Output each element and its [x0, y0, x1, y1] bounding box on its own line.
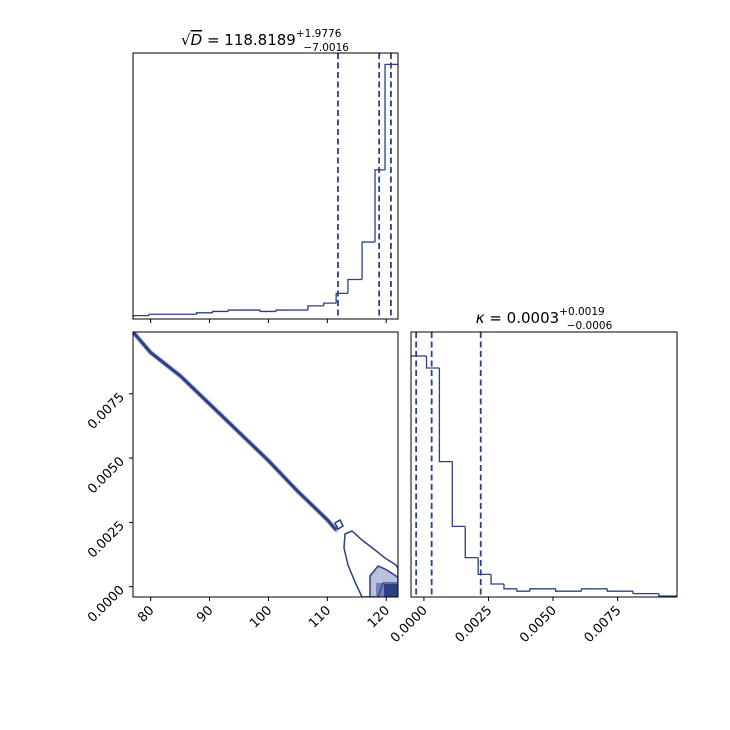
title-symbol-D: D [191, 31, 203, 49]
hist-step [259, 310, 277, 313]
title-upper-err: +1.9776 [296, 28, 342, 40]
hist-step [227, 309, 245, 312]
title-equals: = [485, 309, 507, 327]
hist-step [347, 278, 363, 294]
x-tick-label: 0.0075 [582, 603, 625, 646]
hist-step [580, 588, 608, 592]
hist-step [335, 292, 348, 304]
hist-step [490, 574, 504, 585]
hist-step [323, 302, 337, 306]
hist-step [658, 593, 677, 597]
title-equals: = [202, 31, 224, 49]
hist-step [148, 313, 165, 316]
contour-inner-b [384, 584, 398, 597]
hist-step [464, 526, 479, 559]
hist-kappa-xticks: 0.0000 0.0025 0.0050 0.0075 [388, 597, 624, 646]
contour-yticks: 0.0000 0.0025 0.0050 0.0075 [85, 390, 133, 626]
hist-step [451, 461, 466, 528]
hist-step [632, 591, 659, 595]
sqrt-sign: √ [181, 31, 191, 49]
title-lower-err: −7.0016 [303, 42, 349, 54]
contour-panel: 80 90 100 110 120 0.0000 0.0025 0.0050 0.0075 [85, 331, 399, 631]
hist-step [384, 63, 393, 170]
hist-kappa-panel: κ = 0.0003+0.0019 −0.0006 0.0000 0.0025 0.0… [388, 306, 678, 646]
title-symbol-kappa: κ [476, 309, 485, 327]
hist-step [307, 305, 324, 311]
hist-kappa-steps [411, 355, 677, 597]
title-upper-err: +0.0019 [559, 306, 605, 318]
hist-step [211, 310, 229, 313]
hist-step [554, 588, 582, 592]
hist-sqrtD-frame [132, 52, 399, 320]
y-tick-label: 0.0000 [85, 583, 128, 626]
hist-step [477, 557, 492, 576]
x-tick-label: 0.0050 [517, 603, 560, 646]
hist-sqrtD-xticks [150, 319, 387, 323]
x-tick-label: 100 [247, 603, 275, 631]
x-tick-label: 110 [306, 603, 334, 631]
x-tick-label: 0.0000 [388, 603, 431, 646]
title-lower-err: −0.0006 [567, 320, 613, 332]
hist-step [132, 314, 149, 317]
hist-step [425, 356, 440, 369]
hist-step [606, 588, 634, 592]
contour-diamond [333, 518, 345, 531]
hist-step [374, 169, 386, 243]
x-tick-label: 80 [135, 603, 157, 625]
ridge-line [133, 332, 338, 532]
contour-xticks: 80 90 100 110 120 [135, 597, 393, 631]
hist-step [516, 588, 530, 592]
hist-sqrtD-title: √D = 118.8189+1.9776 −7.0016 [181, 28, 349, 54]
hist-kappa-frame [410, 331, 678, 598]
hist-step [195, 312, 213, 315]
contour-frame [132, 331, 399, 598]
x-tick-label: 0.0025 [453, 603, 496, 646]
contour-body [133, 332, 398, 597]
hist-sqrtD-panel: √D = 118.8189+1.9776 −7.0016 [132, 28, 399, 323]
hist-step [438, 368, 453, 463]
y-tick-label: 0.0025 [85, 519, 128, 562]
hist-kappa-title: κ = 0.0003+0.0019 −0.0006 [476, 306, 613, 332]
contour-ridge [133, 332, 339, 533]
title-value: 0.0003 [507, 309, 560, 327]
contour-inner-line [377, 582, 398, 597]
y-tick-label: 0.0050 [85, 454, 128, 497]
hist-sqrtD-quantiles [337, 53, 392, 319]
hist-step [529, 588, 556, 592]
hist-sqrtD-steps [132, 63, 398, 317]
x-tick-label: 90 [194, 603, 216, 625]
hist-step [275, 309, 292, 312]
x-tick-label: 120 [365, 603, 393, 631]
y-tick-label: 0.0075 [85, 390, 128, 433]
hist-step [361, 241, 376, 280]
hist-kappa-quantiles [415, 332, 482, 597]
hist-step [503, 584, 517, 590]
title-value: 118.8189 [224, 31, 296, 49]
